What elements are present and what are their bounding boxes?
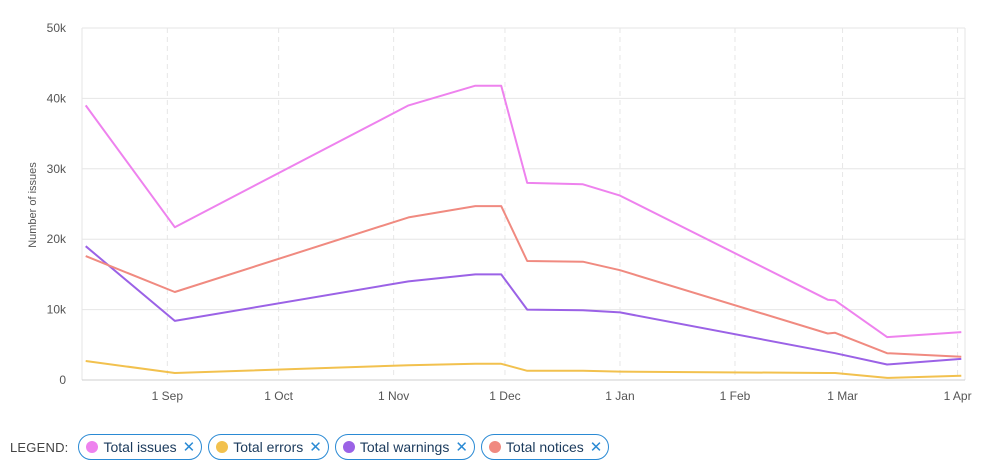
legend-swatch [342, 441, 355, 453]
legend-swatch [86, 441, 99, 453]
x-tick-label: 1 Apr [944, 389, 972, 403]
y-tick-label: 30k [47, 162, 67, 176]
legend-chip-total-issues[interactable]: Total issues ✕ [78, 434, 203, 460]
y-tick-label: 20k [47, 232, 67, 246]
legend-item-label: Total issues [103, 439, 177, 455]
series-line-total-notices [85, 205, 962, 358]
series-line-total-warnings [85, 245, 962, 366]
legend-item-label: Total warnings [359, 439, 450, 455]
legend: LEGEND: Total issues ✕ Total errors ✕ To… [10, 432, 610, 462]
legend-chip-total-notices[interactable]: Total notices ✕ [480, 434, 610, 460]
x-tick-label: 1 Jan [605, 389, 634, 403]
legend-chip-total-errors[interactable]: Total errors ✕ [208, 434, 329, 460]
x-tick-label: 1 Oct [264, 389, 293, 403]
close-icon[interactable]: ✕ [182, 438, 196, 456]
series-layer [84, 84, 962, 379]
x-tick-label: 1 Feb [720, 389, 751, 403]
y-axis-title: Number of issues [27, 162, 39, 248]
legend-label: LEGEND: [10, 439, 69, 455]
close-icon[interactable]: ✕ [309, 438, 322, 456]
y-tick-label: 40k [47, 91, 67, 105]
x-tick-label: 1 Nov [378, 389, 409, 403]
close-icon[interactable]: ✕ [589, 438, 603, 456]
series-line-total-errors [85, 360, 962, 379]
issues-line-chart: 0 10k 20k 30k 40k 50k 1 Sep 1 Oct 1 Nov 1 Dec 1 Ja… [27, 21, 972, 403]
legend-swatch [488, 441, 501, 453]
axis-layer: 0 10k 20k 30k 40k 50k 1 Sep 1 Oct 1 Nov 1 Dec 1 Ja… [47, 21, 972, 403]
legend-item-label: Total errors [233, 439, 304, 455]
legend-swatch [216, 441, 229, 453]
y-tick-label: 50k [47, 21, 67, 35]
legend-chip-total-warnings[interactable]: Total warnings ✕ [334, 434, 475, 460]
y-tick-label: 10k [47, 303, 67, 317]
series-line-total-issues [84, 84, 962, 339]
x-tick-label: 1 Dec [489, 389, 520, 403]
y-tick-label: 0 [59, 373, 66, 387]
x-tick-label: 1 Sep [152, 389, 184, 403]
grid-layer [81, 27, 966, 381]
chart-svg: 0 10k 20k 30k 40k 50k 1 Sep 1 Oct 1 Nov 1 Dec 1 Ja… [27, 21, 972, 403]
x-tick-label: 1 Mar [827, 389, 858, 403]
close-icon[interactable]: ✕ [455, 438, 468, 456]
legend-item-label: Total notices [505, 439, 584, 455]
